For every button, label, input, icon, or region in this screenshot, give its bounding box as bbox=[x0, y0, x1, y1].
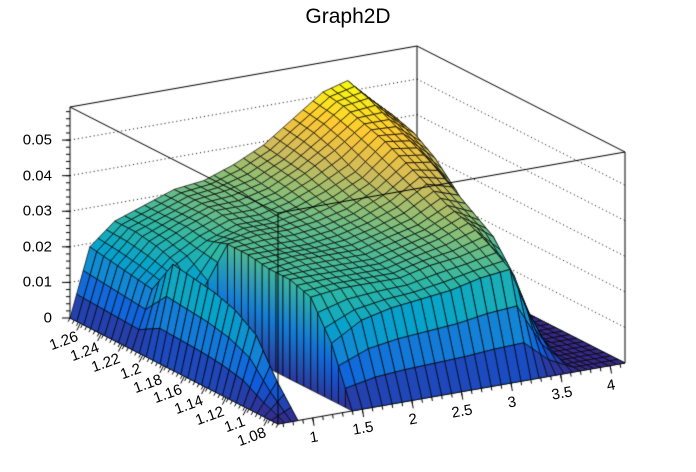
x-axis-tick-label: 2.5 bbox=[450, 401, 475, 422]
z-axis-tick-label: 0.02 bbox=[22, 238, 52, 256]
z-axis-tick-label: 0.03 bbox=[22, 202, 52, 220]
chart-title: Graph2D bbox=[305, 5, 391, 28]
z-axis-tick-label: 0.04 bbox=[22, 167, 52, 185]
z-axis-tick-label: 0 bbox=[43, 309, 52, 327]
x-axis-tick-label: 3.5 bbox=[549, 383, 574, 405]
z-axis-tick-label: 0.01 bbox=[22, 273, 52, 291]
x-axis-tick-label: 1.5 bbox=[351, 418, 376, 439]
z-axis-tick-label: 0.05 bbox=[22, 131, 52, 149]
